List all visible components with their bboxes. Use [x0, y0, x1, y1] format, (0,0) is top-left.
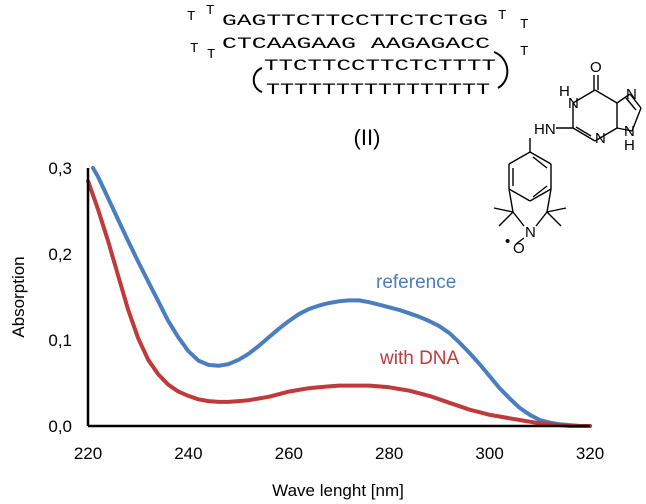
- annotation-reference: reference: [376, 272, 456, 293]
- annotation-with-dna: with DNA: [379, 348, 460, 369]
- x-tick-label: 300: [475, 444, 503, 463]
- y-tick-group: 0,0 0,1 0,2 0,3: [48, 159, 72, 436]
- series-line-with-dna: [86, 178, 592, 428]
- hairpin-bracket-left: [252, 67, 263, 93]
- seq-strand-4: TTTTTTTTTTTTTTTT: [266, 81, 490, 99]
- series-layer: [86, 166, 592, 428]
- seq-loop-t3: T: [498, 8, 506, 24]
- atom-hn-link: HN: [534, 121, 556, 138]
- x-tick-label: 240: [174, 444, 202, 463]
- y-tick-label: 0,0: [48, 417, 72, 436]
- seq-loop-t4: T: [520, 17, 528, 33]
- radical-dot: •: [505, 233, 510, 250]
- atom-o-carbonyl: O: [590, 59, 602, 76]
- atom-n-imid-bottom: N: [624, 123, 635, 140]
- x-tick-label: 320: [576, 444, 604, 463]
- y-tick-label: 0,3: [48, 159, 72, 178]
- seq-strand-3: TTCTTCCTTCTCTTTT: [264, 57, 496, 75]
- y-tick-label: 0,2: [48, 245, 72, 264]
- atom-n-imid-top: N: [626, 86, 637, 103]
- seq-strand-2: CTCAAGAAG AAGAGACC: [222, 35, 490, 53]
- absorption-chart: 220 240 260 280 300 320 0,0 0,1 0,2 0,3 Wave len…: [9, 159, 604, 500]
- series-line-reference: [91, 166, 592, 428]
- seq-loop-t6: T: [207, 47, 215, 63]
- x-tick-label: 220: [74, 444, 102, 463]
- y-axis-label: Absorption: [9, 256, 28, 337]
- atom-n-1: N: [568, 95, 579, 112]
- molecule-structure: [493, 75, 642, 245]
- x-tick-label: 280: [375, 444, 403, 463]
- seq-strand-1: GAGTTCTTCCTTCTCTGG: [222, 12, 488, 30]
- seq-loop-t2: T: [206, 3, 214, 19]
- seq-loop-t1: T: [187, 9, 195, 25]
- dna-sequence: T T GAGTTCTTCCTTCTCTGG T T T T CTCAAGAAG…: [187, 3, 528, 99]
- x-tick-group: 220 240 260 280 300 320: [74, 444, 604, 463]
- atom-h-imid: H: [624, 137, 635, 154]
- atom-n-isoindoline: N: [525, 224, 536, 241]
- molecule-atom-labels: O H N N N N H HN N O •: [505, 59, 637, 257]
- compound-label: (II): [354, 125, 381, 150]
- x-tick-label: 260: [275, 444, 303, 463]
- atom-n-3: N: [595, 130, 606, 147]
- hairpin-bracket-right: [493, 51, 509, 89]
- x-axis-label: Wave lenght [nm]: [272, 481, 404, 500]
- atom-h-1: H: [559, 83, 570, 100]
- seq-loop-t5: T: [190, 41, 198, 57]
- atom-o-radical: O: [513, 240, 525, 257]
- y-tick-label: 0,1: [48, 331, 72, 350]
- seq-loop-t7: T: [520, 44, 528, 60]
